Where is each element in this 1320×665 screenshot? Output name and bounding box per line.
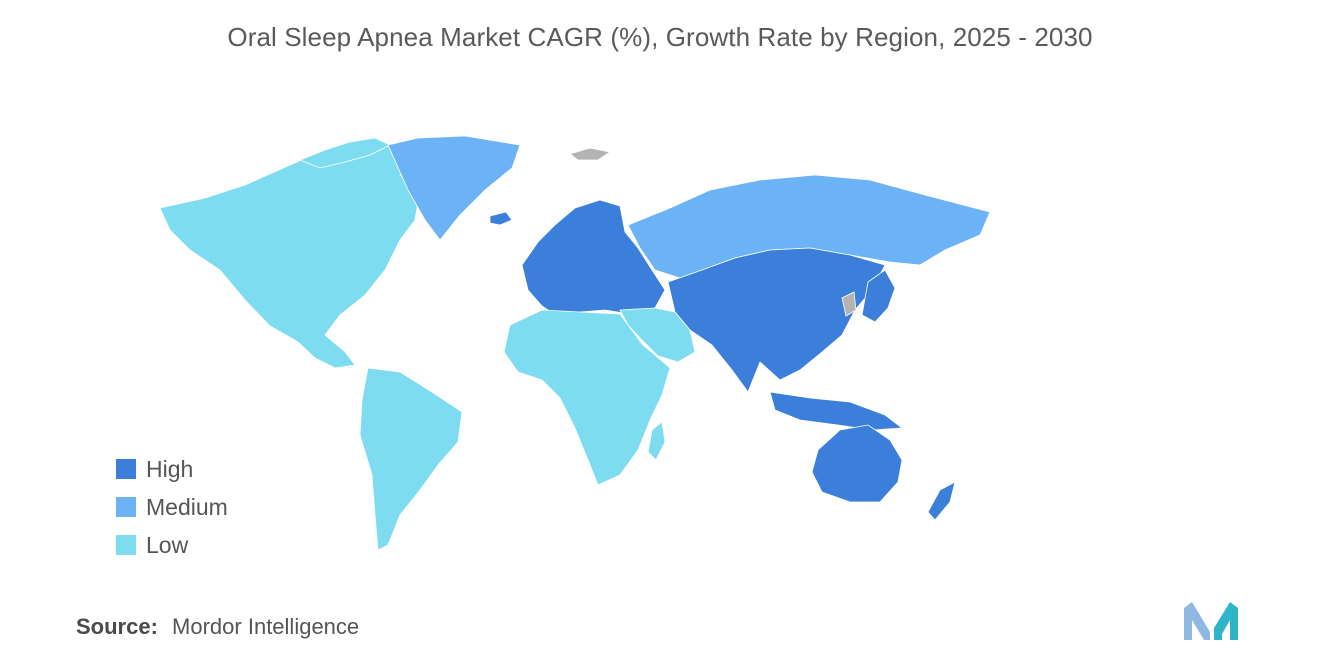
region-arctic-islands [569, 147, 612, 161]
region-asia [667, 247, 886, 393]
region-africa [503, 309, 671, 486]
region-middle-east [619, 307, 696, 363]
mordor-intelligence-logo-icon [1184, 602, 1238, 640]
region-australia [811, 424, 903, 503]
region-south-america [359, 367, 463, 551]
legend-label-medium: Medium [146, 493, 228, 520]
chart-title: Oral Sleep Apnea Market CAGR (%), Growth… [227, 22, 1093, 52]
legend-label-high: High [146, 455, 194, 482]
legend: High Medium Low [116, 450, 228, 564]
region-japan [861, 269, 896, 323]
source-label: Source: [76, 614, 158, 639]
region-iceland [489, 211, 513, 226]
region-greenland [387, 135, 521, 241]
region-europe [521, 199, 666, 319]
region-korea [841, 291, 857, 317]
world-map [159, 135, 991, 551]
region-southeast-asia [769, 391, 904, 431]
legend-swatch-low [116, 535, 136, 555]
legend-item-medium: Medium [116, 488, 228, 526]
logo-left-shape [1184, 602, 1210, 640]
source-value: Mordor Intelligence [172, 614, 360, 639]
logo-right-shape [1214, 602, 1238, 640]
legend-item-low: Low [116, 526, 228, 564]
source-line: Source: Mordor Intelligence [76, 614, 359, 640]
legend-label-low: Low [146, 531, 189, 558]
legend-item-high: High [116, 450, 228, 488]
region-north-america [159, 139, 421, 369]
region-new-zealand [927, 481, 956, 521]
legend-swatch-high [116, 459, 136, 479]
region-madagascar [647, 421, 666, 461]
legend-swatch-medium [116, 497, 136, 517]
